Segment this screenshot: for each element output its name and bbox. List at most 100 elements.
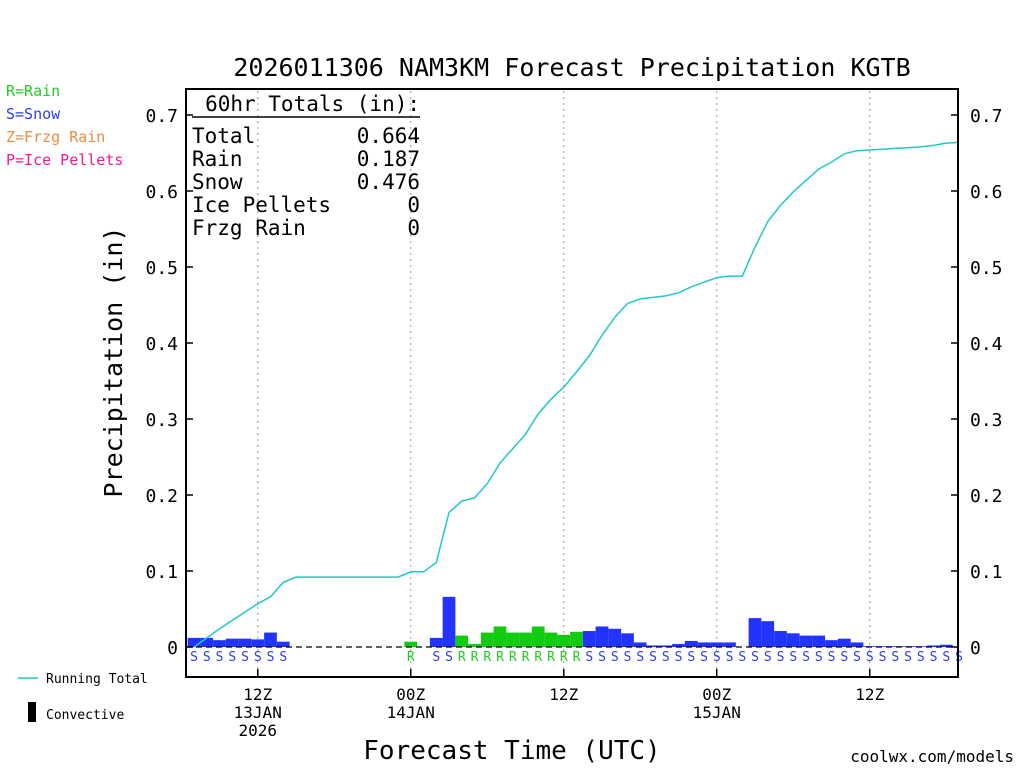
ptype-letter: S: [866, 650, 874, 665]
totals-row-value: 0.476: [357, 170, 420, 194]
ptype-letter: S: [726, 650, 734, 665]
precip-bar: [621, 633, 634, 647]
precip-bar: [876, 646, 889, 647]
plot-frame: [185, 88, 959, 678]
ptype-letter: R: [547, 650, 555, 665]
precip-bar: [786, 633, 800, 647]
ptype-letter: S: [649, 650, 657, 665]
ptype-letter: R: [522, 650, 530, 665]
precip-bar: [506, 632, 520, 647]
ptype-letter: R: [407, 650, 415, 665]
x-tick-label: 14JAN: [387, 703, 435, 722]
precip-bar: [710, 642, 724, 647]
ptype-letter: S: [190, 650, 198, 665]
precip-bar: [187, 637, 201, 647]
totals-row-value: 0: [407, 216, 420, 240]
ptype-letter: S: [764, 650, 772, 665]
ptype-letter: S: [585, 650, 593, 665]
precip-bar: [812, 635, 826, 647]
ptype-letter: S: [840, 650, 848, 665]
x-tick-label: 13JAN: [234, 703, 282, 722]
precip-bar: [774, 631, 787, 647]
precip-bar: [557, 634, 571, 647]
ptype-letter: S: [598, 650, 606, 665]
y-tick-label-left: 0.2: [145, 486, 178, 507]
y-axis-label: Precipitation (in): [99, 227, 128, 498]
y-tick-label-left: 0: [167, 638, 178, 659]
y-tick-label-left: 0.4: [145, 334, 178, 355]
precip-bar: [238, 638, 252, 647]
totals-row-label: Rain: [192, 147, 243, 171]
y-tick-label-right: 0.3: [970, 410, 1003, 431]
y-tick-label-left: 0.7: [145, 106, 178, 127]
ptype-letter: R: [458, 650, 466, 665]
x-tick-label: 2026: [238, 721, 277, 740]
y-tick-label-right: 0.1: [970, 562, 1003, 583]
precip-bar: [850, 642, 864, 647]
precip-bar: [595, 626, 609, 647]
precip-bar: [608, 628, 622, 647]
ptype-letter: R: [471, 650, 479, 665]
precip-bar: [225, 638, 239, 647]
y-tick-label-right: 0.6: [970, 182, 1003, 203]
ptype-letter: S: [777, 650, 785, 665]
ptype-letter: S: [879, 650, 887, 665]
precip-bar: [455, 635, 469, 647]
precip-bar: [888, 646, 902, 647]
y-tick-label-left: 0.6: [145, 182, 178, 203]
ptype-legend-item: R=Rain: [6, 82, 60, 100]
ptype-legend: R=Rain S=Snow Z=Frzg Rain P=Ice Pellets: [6, 82, 123, 169]
ptype-letter: S: [279, 650, 287, 665]
precip-bar: [264, 632, 277, 647]
ptype-letter: R: [560, 650, 568, 665]
totals-heading: 60hr Totals (in):: [205, 92, 420, 116]
ptype-letter: S: [904, 650, 912, 665]
ptype-letter: S: [942, 650, 950, 665]
series-legend: Running Total Convective: [18, 672, 148, 723]
ptype-letter: S: [662, 650, 670, 665]
precip-bar: [468, 643, 481, 647]
ptype-letter: S: [216, 650, 224, 665]
running-total-line: [193, 141, 960, 648]
y-tick-label-left: 0.3: [145, 410, 178, 431]
y-tick-label-right: 0: [970, 638, 981, 659]
x-axis-label: Forecast Time (UTC): [363, 736, 660, 766]
y-tick-label-left: 0.5: [145, 258, 178, 279]
precip-bar: [429, 637, 443, 647]
precip-bar: [493, 626, 507, 647]
ptype-letter: S: [738, 650, 746, 665]
ptype-letter: S: [802, 650, 810, 665]
y-tick-label-right: 0.2: [970, 486, 1003, 507]
credit-text: coolwx.com/models: [850, 747, 1014, 766]
precip-bar: [251, 639, 265, 647]
precip-bar: [531, 626, 545, 647]
totals-box: 60hr Totals (in): Total 0.664 Rain 0.187 Sno…: [192, 92, 420, 240]
totals-row-value: 0: [407, 193, 420, 217]
precip-bars: [187, 596, 953, 647]
totals-row-label: Frzg Rain: [192, 216, 306, 240]
ptype-letter: S: [815, 650, 823, 665]
ptype-letter: S: [241, 650, 249, 665]
ptype-letter: S: [203, 650, 211, 665]
chart-title: 2026011306 NAM3KM Forecast Precipitation…: [233, 53, 910, 82]
precip-bar: [570, 631, 583, 647]
ptype-letter: S: [445, 650, 453, 665]
x-tick-label: 15JAN: [693, 703, 741, 722]
ptype-letter: S: [853, 650, 861, 665]
totals-row-label: Snow: [192, 170, 243, 194]
ptype-letter: S: [713, 650, 721, 665]
x-tick-label: 12Z: [549, 685, 578, 704]
legend-bar-swatch: [28, 702, 36, 722]
x-tick-label: 12Z: [243, 685, 272, 704]
precip-bar: [927, 645, 940, 647]
ptype-letter: S: [267, 650, 275, 665]
ptype-letter: S: [636, 650, 644, 665]
grid-lines: [257, 91, 871, 675]
precip-bar: [837, 638, 851, 647]
ptype-letter: R: [496, 650, 504, 665]
ptype-letter: S: [891, 650, 899, 665]
ptype-letter: R: [573, 650, 581, 665]
precip-bar: [442, 596, 456, 647]
ptype-letter: S: [828, 650, 836, 665]
